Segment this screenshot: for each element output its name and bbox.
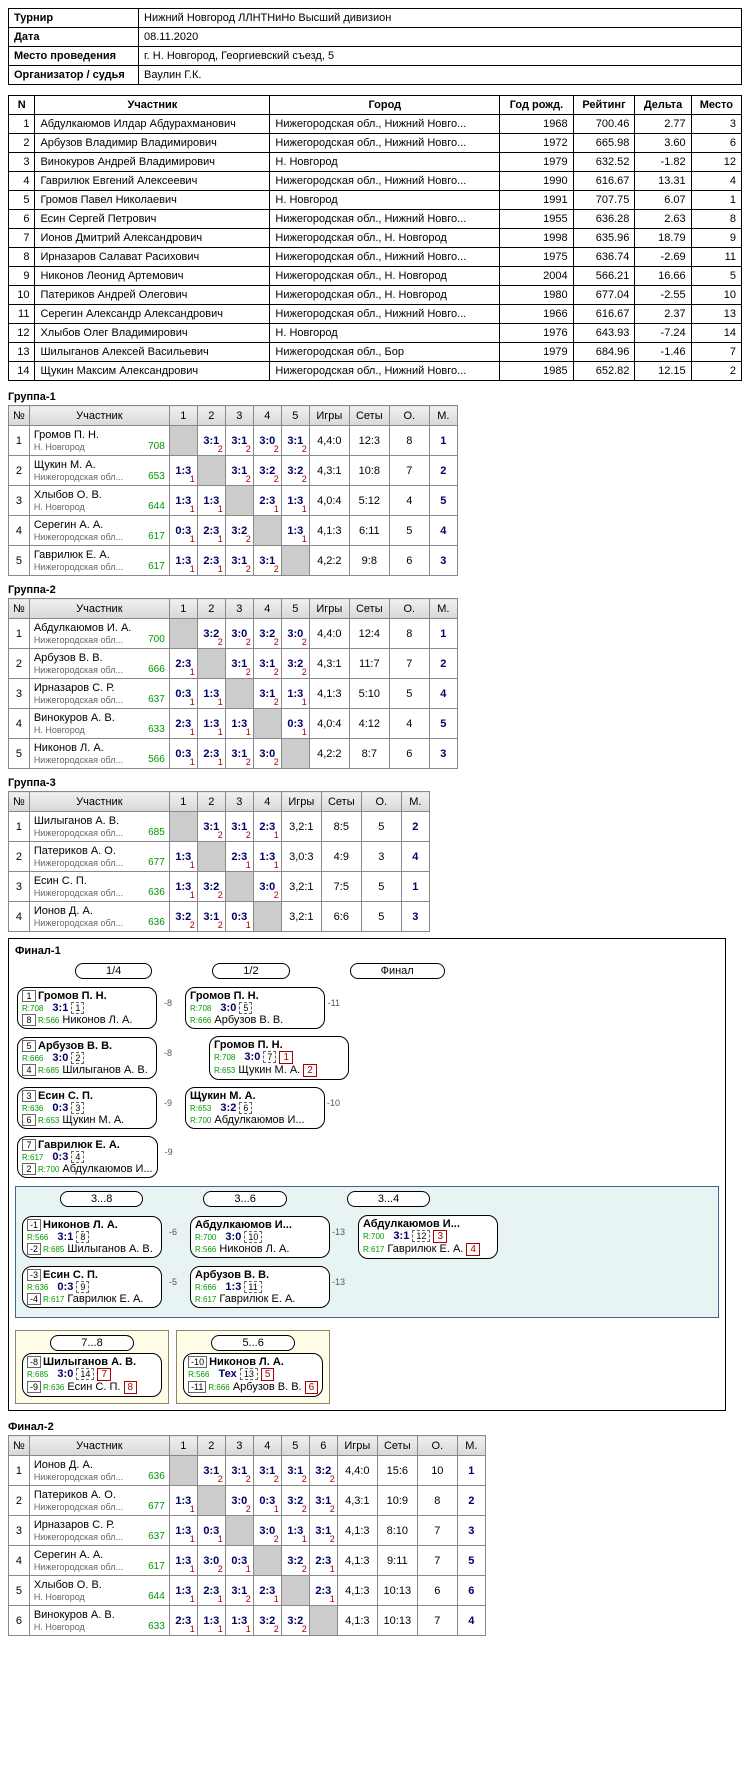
bracket-match: -3Есин С. П.R:636 0:3 9-4R:617 Гаврилюк … [22, 1266, 162, 1308]
group-row: 2Патериков А. О.Нижегородская обл...6771… [9, 1486, 486, 1516]
table-row: 5Громов Павел НиколаевичН. Новгород19917… [9, 191, 742, 210]
bracket-match: -10Никонов Л. А.R:566 Тех 13 5-11R:666 А… [183, 1353, 323, 1397]
group-row: 3Есин С. П.Нижегородская обл...6361:313:… [9, 872, 430, 902]
final1-bracket: Финал-1 1/4 1/2 Финал 1Громов П. Н.R:708 3… [8, 938, 726, 1411]
bracket-match: Арбузов В. В.R:666 1:3 11R:617 Гаврилюк … [190, 1266, 330, 1308]
table-row: 9Никонов Леонид АртемовичНижегородская о… [9, 267, 742, 286]
bracket-match: Громов П. Н.R:708 3:0 7 1R:653 Щукин М. … [209, 1036, 349, 1080]
table-row: 14Щукин Максим АлександровичНижегородска… [9, 362, 742, 381]
participants-table: NУчастникГородГод рожд.РейтингДельтаМест… [8, 95, 742, 381]
table-row: 8Ирназаров Салават РасиховичНижегородска… [9, 248, 742, 267]
table-row: 4Гаврилюк Евгений АлексеевичНижегородска… [9, 172, 742, 191]
final2: Финал-2 №Участник123456ИгрыСетыО.М.1Ионо… [8, 1421, 742, 1636]
table-row: 10Патериков Андрей ОлеговичНижегородская… [9, 286, 742, 305]
group-table: №Участник12345ИгрыСетыО.М.1Абдулкаюмов И… [8, 598, 458, 769]
table-row: 1Абдулкаюмов Илдар АбдурахмановичНижегор… [9, 115, 742, 134]
col-header: Участник [35, 96, 270, 115]
col-header: Город [270, 96, 500, 115]
group-row: 2Арбузов В. В.Нижегородская обл...6662:3… [9, 649, 458, 679]
table-row: 12Хлыбов Олег ВладимировичН. Новгород197… [9, 324, 742, 343]
group-row: 2Щукин М. А.Нижегородская обл...6531:313… [9, 456, 458, 486]
table-row: 3Винокуров Андрей ВладимировичН. Новгоро… [9, 153, 742, 172]
col-header: Место [691, 96, 741, 115]
col-header: Год рожд. [500, 96, 573, 115]
info-value: Нижний Новгород ЛЛНТНиНо Высший дивизион [139, 9, 742, 28]
info-value: 08.11.2020 [139, 28, 742, 47]
col-header: N [9, 96, 35, 115]
group-row: 5Хлыбов О. В.Н. Новгород6441:312:313:122… [9, 1576, 486, 1606]
group-row: 6Винокуров А. В.Н. Новгород6332:311:311:… [9, 1606, 486, 1636]
round-label: 1/4 [75, 963, 152, 979]
bracket-match: Щукин М. А.R:653 3:2 6R:700 Абдулкаюмов … [185, 1087, 325, 1129]
group-row: 4Винокуров А. В.Н. Новгород6332:311:311:… [9, 709, 458, 739]
group-row: 4Ионов Д. А.Нижегородская обл...6363:223… [9, 902, 430, 932]
final2-title: Финал-2 [8, 1421, 742, 1433]
info-label: Место проведения [9, 47, 139, 66]
bracket-match: 1Громов П. Н.R:708 3:1 18R:566 Никонов Л… [17, 987, 157, 1029]
group-table: №Участник1234ИгрыСетыО.М.1Шилыганов А. В… [8, 791, 430, 932]
final1-title: Финал-1 [15, 945, 719, 957]
group-title: Группа-2 [8, 584, 742, 596]
info-value: г. Н. Новгород, Георгиевский съезд, 5 [139, 47, 742, 66]
bracket-match: Абдулкаюмов И...R:700 3:1 12 3R:617 Гавр… [358, 1215, 498, 1259]
table-row: 2Арбузов Владимир ВладимировичНижегородс… [9, 134, 742, 153]
bracket-match: 7Гаврилюк Е. А.R:617 0:3 42R:700 Абдулка… [17, 1136, 158, 1178]
group-row: 1Абдулкаюмов И. А.Нижегородская обл...70… [9, 619, 458, 649]
table-row: 13Шилыганов Алексей ВасильевичНижегородс… [9, 343, 742, 362]
bracket-match: Абдулкаюмов И...R:700 3:0 10R:566 Никоно… [190, 1216, 330, 1258]
group-title: Группа-1 [8, 391, 742, 403]
info-label: Турнир [9, 9, 139, 28]
final2-table: №Участник123456ИгрыСетыО.М.1Ионов Д. А.Н… [8, 1435, 486, 1636]
table-row: 6Есин Сергей ПетровичНижегородская обл.,… [9, 210, 742, 229]
group-row: 3Ирназаров С. Р.Нижегородская обл...6370… [9, 679, 458, 709]
table-row: 11Серегин Александр АлександровичНижегор… [9, 305, 742, 324]
bracket-match: -8Шилыганов А. В.R:685 3:0 14 7-9R:636 Е… [22, 1353, 162, 1397]
group-row: 3Ирназаров С. Р.Нижегородская обл...6371… [9, 1516, 486, 1546]
group-row: 1Шилыганов А. В.Нижегородская обл...6853… [9, 812, 430, 842]
group-row: 1Ионов Д. А.Нижегородская обл...6363:123… [9, 1456, 486, 1486]
group-table: №Участник12345ИгрыСетыО.М.1Громов П. Н.Н… [8, 405, 458, 576]
bracket-match: Громов П. Н.R:708 3:0 5R:666 Арбузов В. … [185, 987, 325, 1029]
col-header: Дельта [635, 96, 691, 115]
round-label: 1/2 [212, 963, 289, 979]
bracket-match: -1Никонов Л. А.R:566 3:1 8-2R:685 Шилыга… [22, 1216, 162, 1258]
bracket-match: 3Есин С. П.R:636 0:3 36R:653 Щукин М. А.… [17, 1087, 157, 1129]
info-table: ТурнирНижний Новгород ЛЛНТНиНо Высший ди… [8, 8, 742, 85]
col-header: Рейтинг [573, 96, 635, 115]
group-row: 3Хлыбов О. В.Н. Новгород6441:311:312:311… [9, 486, 458, 516]
info-value: Ваулин Г.К. [139, 66, 742, 85]
group-title: Группа-3 [8, 777, 742, 789]
info-label: Дата [9, 28, 139, 47]
group-row: 5Никонов Л. А.Нижегородская обл...5660:3… [9, 739, 458, 769]
group-row: 4Серегин А. А.Нижегородская обл...6170:3… [9, 516, 458, 546]
group-row: 2Патериков А. О.Нижегородская обл...6771… [9, 842, 430, 872]
round-label: Финал [350, 963, 445, 979]
group-row: 5Гаврилюк Е. А.Нижегородская обл...6171:… [9, 546, 458, 576]
group-row: 4Серегин А. А.Нижегородская обл...6171:3… [9, 1546, 486, 1576]
info-label: Организатор / судья [9, 66, 139, 85]
group-row: 1Громов П. Н.Н. Новгород7083:123:123:023… [9, 426, 458, 456]
bracket-match: 5Арбузов В. В.R:666 3:0 24R:685 Шилыгано… [17, 1037, 157, 1079]
table-row: 7Ионов Дмитрий АлександровичНижегородска… [9, 229, 742, 248]
